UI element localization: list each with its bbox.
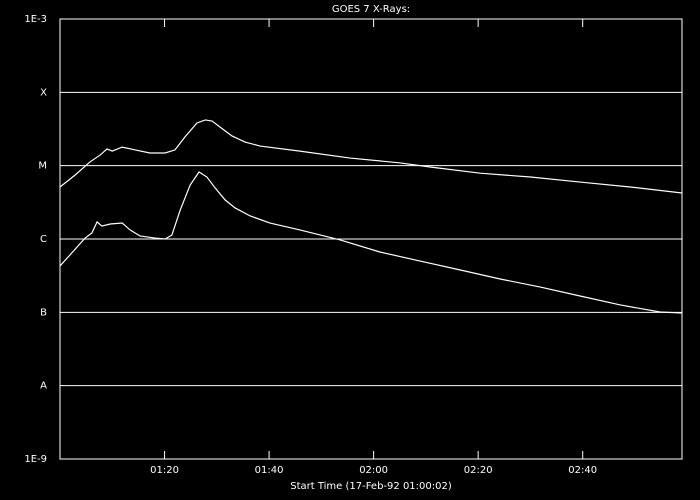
series-line (59, 119, 683, 194)
chart-title: GOES 7 X-Rays: (332, 4, 410, 15)
y-tick-label: X (40, 87, 47, 98)
y-tick-label: 1E-9 (24, 454, 47, 465)
y-tick-label: A (40, 381, 47, 392)
y-tick-label: C (40, 234, 47, 245)
x-tick-label: 02:20 (464, 465, 493, 476)
y-tick-label: 1E-3 (24, 14, 47, 25)
y-tick-label: B (40, 307, 47, 318)
x-tick-label: 01:40 (255, 465, 284, 476)
series-line (59, 171, 683, 314)
x-tick-label: 02:40 (568, 465, 597, 476)
y-tick-label: M (38, 161, 47, 172)
x-tick-label: 01:20 (150, 465, 179, 476)
x-axis-label: Start Time (17-Feb-92 01:00:02) (290, 481, 452, 492)
x-tick-label: 02:00 (359, 465, 388, 476)
